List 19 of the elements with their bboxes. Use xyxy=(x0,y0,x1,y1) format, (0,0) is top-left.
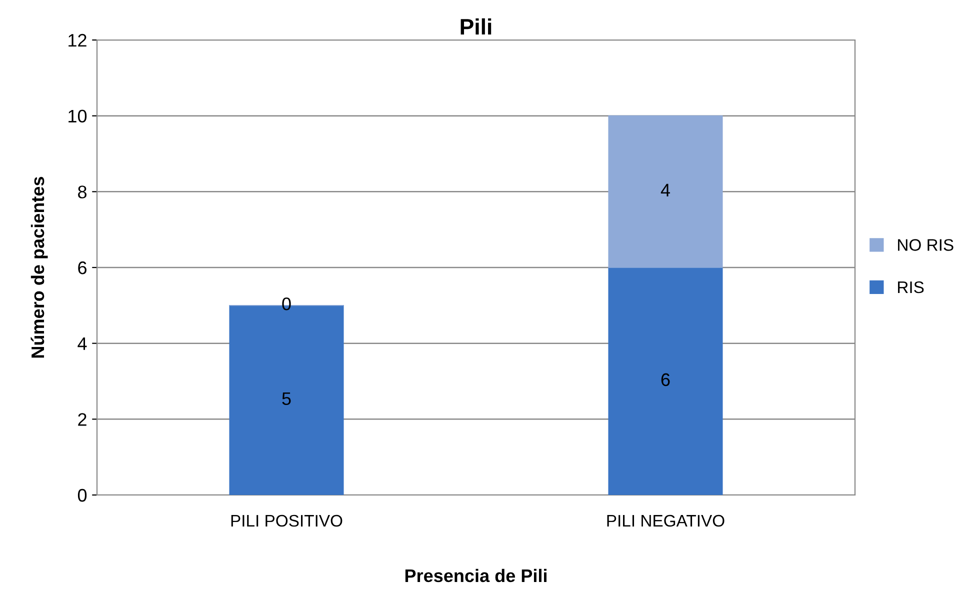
y-tick-label: 6 xyxy=(78,261,86,274)
data-label: 5 xyxy=(282,392,291,406)
y-tick-label: 2 xyxy=(78,413,86,426)
bar xyxy=(608,115,723,268)
y-tick-label: 4 xyxy=(78,337,87,350)
legend-label: NO RIS xyxy=(898,239,954,251)
x-axis-title: Presencia de Pili xyxy=(405,568,546,582)
y-tick-label: 8 xyxy=(78,186,86,198)
y-tick-label: 10 xyxy=(68,110,87,123)
bar xyxy=(608,267,723,495)
x-tick-label: PILI NEGATIVO xyxy=(607,514,724,527)
y-tick-label: 0 xyxy=(78,488,87,502)
data-label: 4 xyxy=(660,184,670,196)
y-axis-title: Número de pacientes xyxy=(30,176,48,358)
legend-label: RIS xyxy=(898,281,924,294)
y-tick-label: 12 xyxy=(68,34,86,47)
x-tick-label: PILI POSITIVO xyxy=(231,514,342,527)
data-label: 6 xyxy=(661,373,670,386)
chart-title: Pili xyxy=(460,18,492,34)
